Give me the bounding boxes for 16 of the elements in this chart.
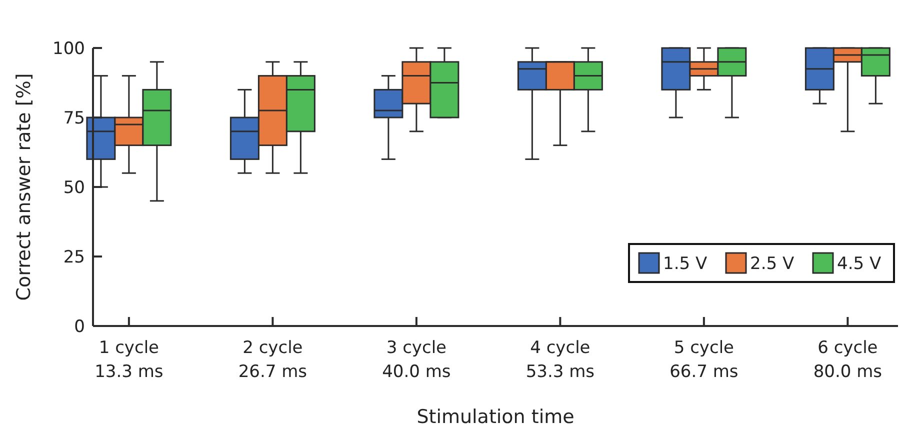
x-tick-label: 6 cycle 80.0 ms: [813, 338, 882, 382]
x-axis-title: Stimulation time: [416, 406, 574, 428]
y-tick-label: 0: [74, 316, 85, 337]
x-tick-label: 2 cycle 26.7 ms: [238, 338, 308, 382]
y-tick-label: 50: [63, 178, 85, 198]
y-tick-label: 25: [63, 247, 85, 268]
x-tick-label: 1 cycle 13.3 ms: [94, 338, 164, 382]
x-tick-label: 5 cycle 66.7 ms: [670, 338, 738, 382]
y-tick-label: 75: [63, 108, 85, 128]
legend-label: 4.5 V: [837, 254, 882, 274]
legend-label: 1.5 V: [663, 254, 708, 274]
x-tick-label: 4 cycle 53.3 ms: [526, 338, 595, 382]
y-tick-label: 100: [52, 38, 85, 59]
x-tick-label: 3 cycle 40.0 ms: [382, 338, 451, 382]
legend-label: 2.5 V: [750, 254, 794, 274]
y-axis-title: Correct answer rate [%]: [13, 73, 35, 301]
